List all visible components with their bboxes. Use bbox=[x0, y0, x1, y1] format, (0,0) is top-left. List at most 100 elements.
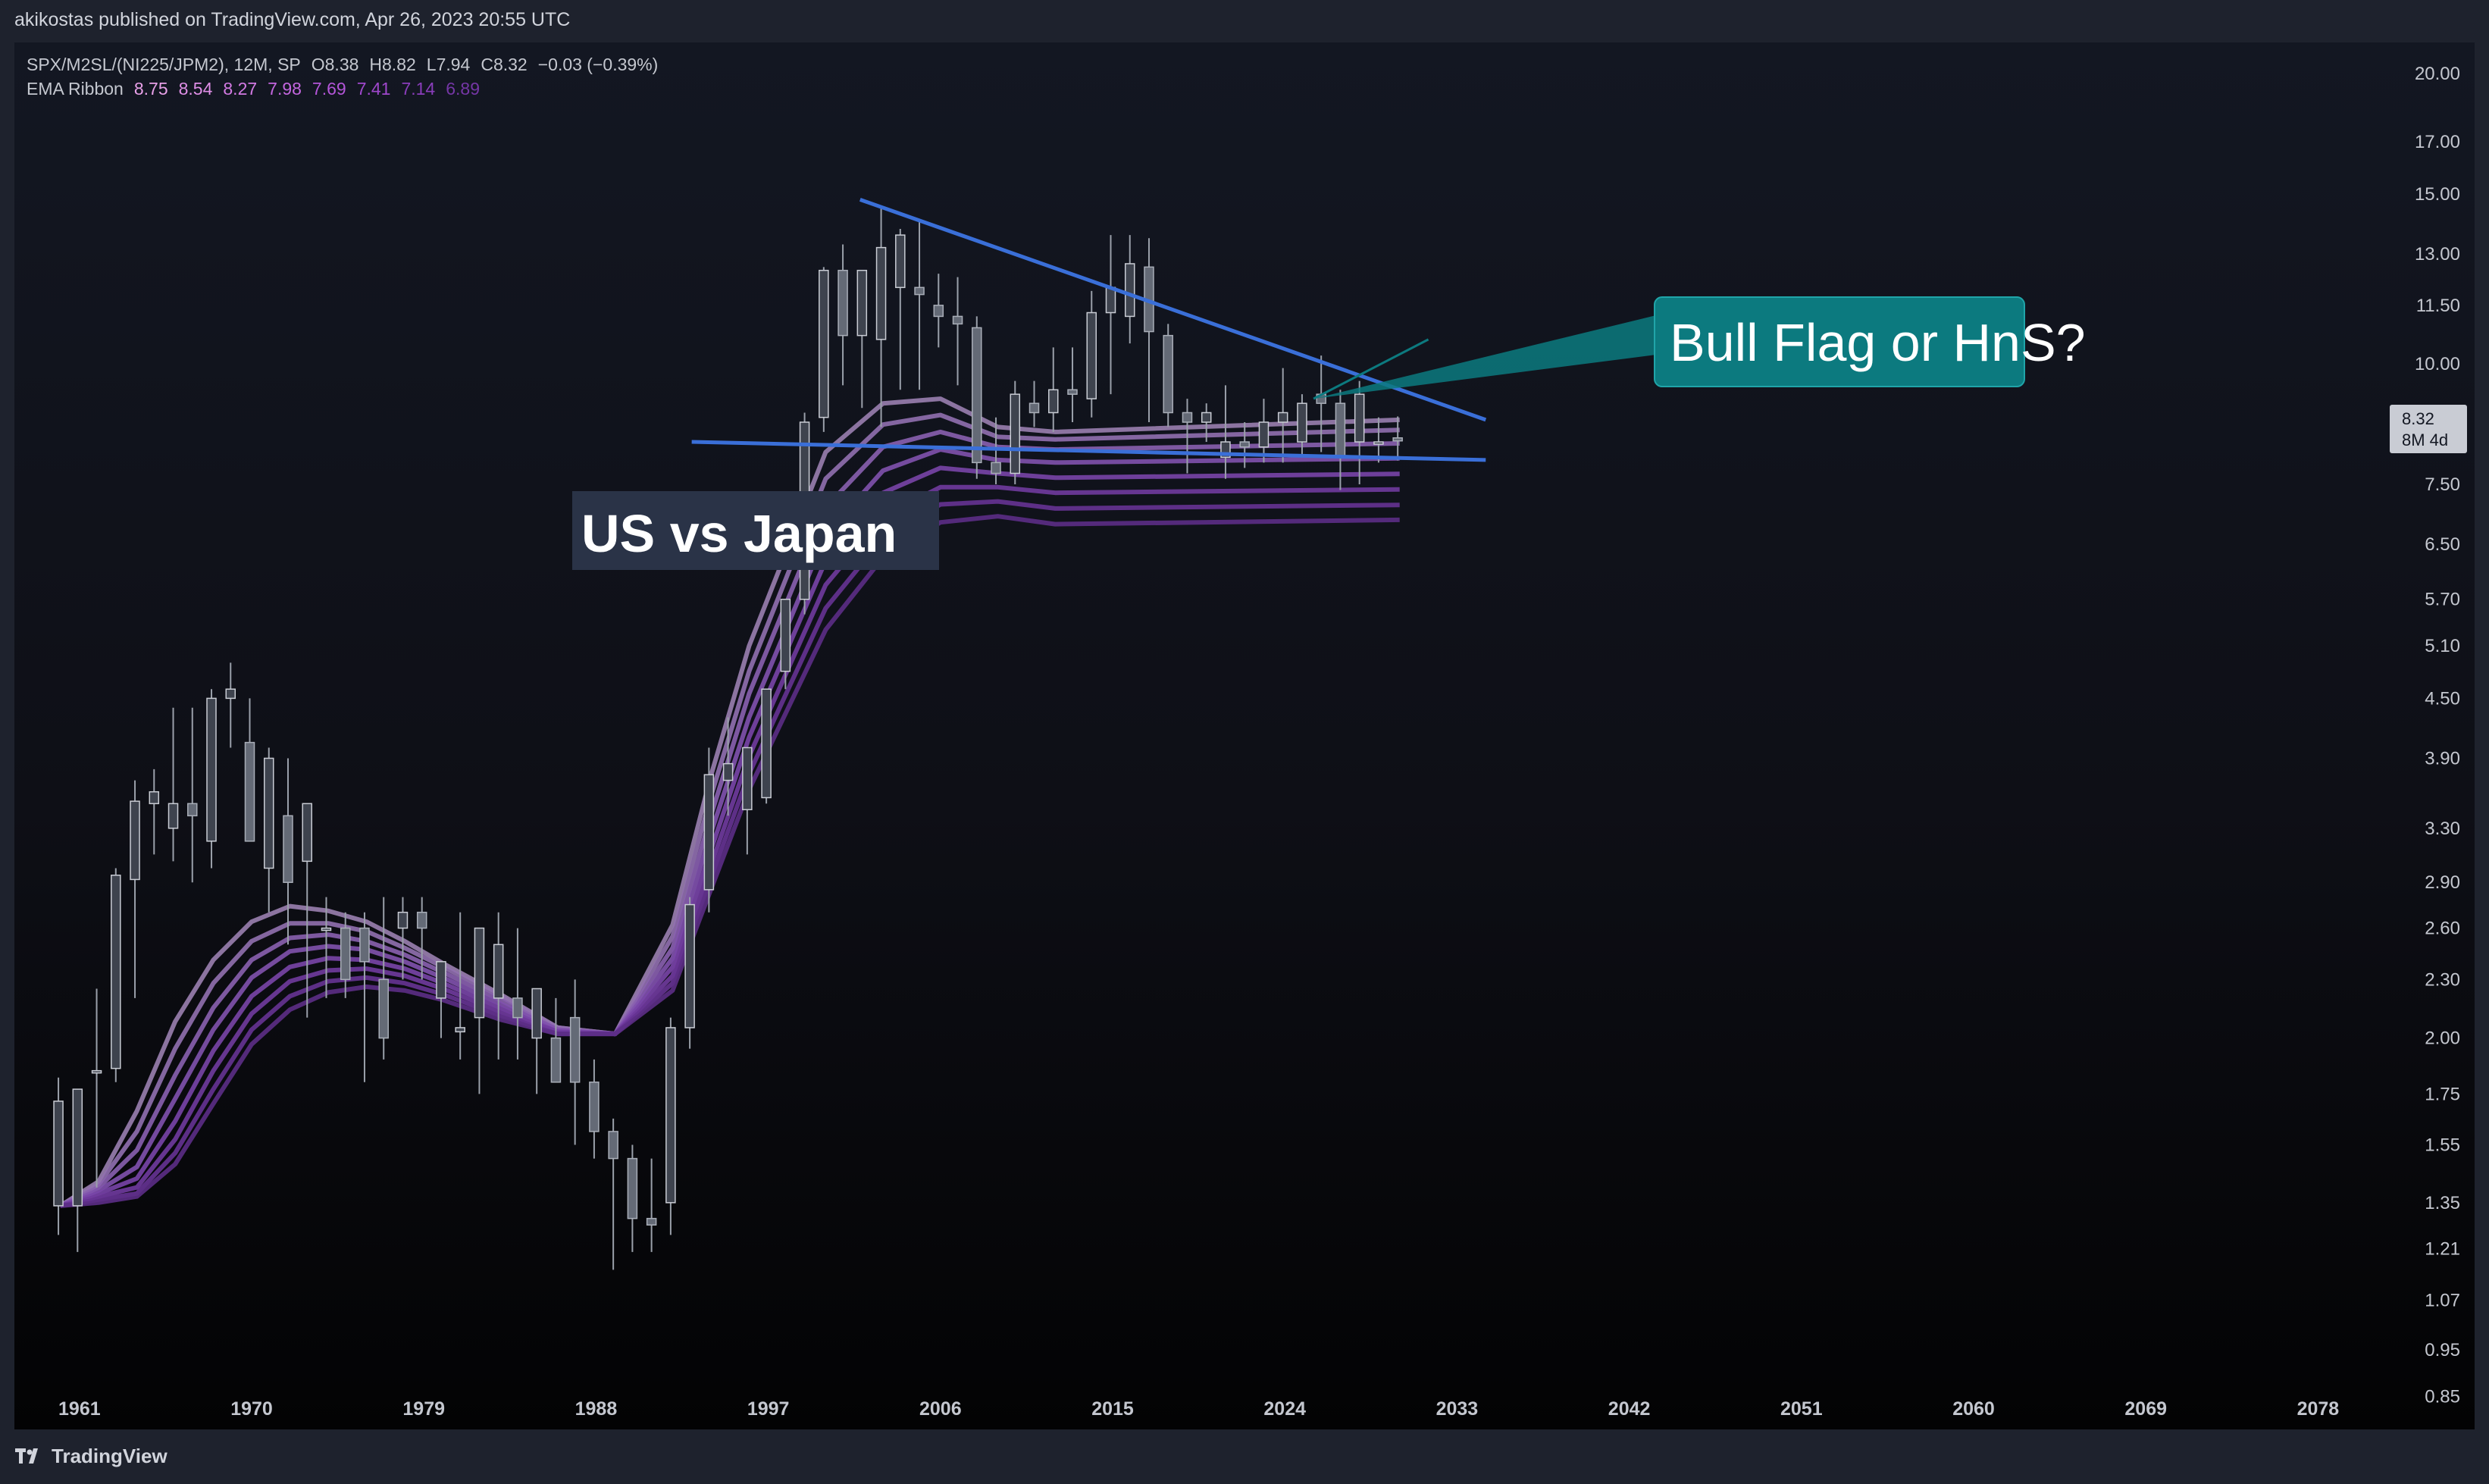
candle bbox=[283, 758, 293, 945]
ribbon-value-6: 7.41 bbox=[356, 79, 391, 99]
candle bbox=[569, 979, 581, 1145]
candle bbox=[302, 803, 312, 1018]
candle bbox=[340, 912, 351, 998]
candle bbox=[1105, 235, 1116, 395]
candle bbox=[1067, 347, 1078, 423]
candle bbox=[474, 927, 485, 1094]
x-tick-label: 2006 bbox=[919, 1398, 962, 1420]
ribbon-value-5: 7.69 bbox=[312, 79, 346, 99]
candle bbox=[952, 277, 963, 386]
trendlines[interactable] bbox=[691, 198, 1656, 462]
symbol-info: SPX/M2SL/(NI225/JPM2), 12M, SP bbox=[27, 55, 301, 74]
y-tick-label: 13.00 bbox=[2415, 244, 2460, 265]
candle bbox=[665, 1017, 676, 1235]
candle bbox=[550, 997, 562, 1083]
candle bbox=[244, 698, 255, 842]
chart-frame[interactable]: SPX/M2SL/(NI225/JPM2), 12M, SP O8.38 H8.82… bbox=[14, 42, 2475, 1429]
price-axis[interactable]: 20.00 17.00 15.00 13.00 11.50 10.00 7.50 6.50 5.… bbox=[2415, 64, 2460, 1407]
candle bbox=[589, 1059, 600, 1159]
candle bbox=[493, 912, 504, 1060]
x-tick-label: 2024 bbox=[1263, 1398, 1306, 1420]
last-price-value: 8.32 bbox=[2402, 409, 2434, 428]
symbol-legend[interactable]: SPX/M2SL/(NI225/JPM2), 12M, SP O8.38 H8.82… bbox=[27, 55, 668, 75]
title-box[interactable]: US vs Japan bbox=[572, 491, 939, 570]
x-tick-label: 1997 bbox=[747, 1398, 790, 1420]
y-tick-label: 5.10 bbox=[2425, 636, 2460, 656]
x-tick-label: 1961 bbox=[58, 1398, 101, 1420]
y-tick-label: 1.55 bbox=[2425, 1135, 2460, 1155]
x-tick-label: 2033 bbox=[1436, 1398, 1479, 1420]
y-tick-label: 10.00 bbox=[2415, 354, 2460, 374]
y-tick-label: 3.30 bbox=[2425, 819, 2460, 839]
attribution-bar: akikostas published on TradingView.com, … bbox=[0, 0, 2489, 42]
x-tick-label: 2015 bbox=[1091, 1398, 1134, 1420]
candle bbox=[608, 1118, 618, 1270]
trendline-lower[interactable] bbox=[691, 440, 1486, 462]
candle bbox=[1316, 355, 1326, 452]
candle bbox=[1201, 403, 1212, 443]
ribbon-legend[interactable]: EMA Ribbon 8.75 8.54 8.27 7.98 7.69 7.41 7.14 6.… bbox=[27, 79, 501, 99]
ema-line-4 bbox=[59, 447, 1400, 1208]
price-chart[interactable]: 20.00 17.00 15.00 13.00 11.50 10.00 7.50 6.50 5.… bbox=[14, 42, 2475, 1429]
candle bbox=[378, 897, 389, 1060]
ribbon-values: 8.75 8.54 8.27 7.98 7.69 7.41 7.14 6.89 bbox=[134, 79, 490, 99]
ribbon-value-3: 8.27 bbox=[223, 79, 258, 99]
ribbon-value-7: 7.14 bbox=[401, 79, 436, 99]
candles bbox=[53, 208, 1403, 1270]
last-price-label: 8.32 8M 4d bbox=[2390, 405, 2467, 453]
candle bbox=[130, 780, 140, 998]
candle bbox=[780, 598, 791, 690]
candle bbox=[321, 897, 332, 998]
candle bbox=[972, 316, 982, 479]
y-tick-label: 1.07 bbox=[2425, 1290, 2460, 1310]
trendline-callout-pointer[interactable] bbox=[1313, 338, 1429, 400]
candle bbox=[933, 274, 944, 348]
bar-countdown: 8M 4d bbox=[2402, 430, 2448, 449]
candle bbox=[742, 747, 753, 855]
candle bbox=[1335, 390, 1346, 490]
candle bbox=[1182, 399, 1193, 474]
y-tick-label: 17.00 bbox=[2415, 132, 2460, 152]
candle bbox=[72, 1088, 83, 1252]
y-tick-label: 1.35 bbox=[2425, 1193, 2460, 1213]
x-tick-label: 2078 bbox=[2297, 1398, 2340, 1420]
y-tick-label: 2.30 bbox=[2425, 969, 2460, 990]
candle bbox=[167, 707, 179, 862]
candle bbox=[646, 1158, 657, 1252]
tradingview-logo-icon bbox=[15, 1448, 38, 1464]
candle bbox=[1354, 380, 1365, 485]
ohlc-close: C8.32 bbox=[481, 55, 528, 74]
y-tick-label: 2.00 bbox=[2425, 1028, 2460, 1049]
x-tick-label: 1988 bbox=[575, 1398, 618, 1420]
candle bbox=[263, 747, 274, 913]
y-tick-label: 4.50 bbox=[2425, 688, 2460, 709]
y-tick-label: 7.50 bbox=[2425, 474, 2460, 495]
ema-line-5 bbox=[59, 465, 1400, 1208]
candle bbox=[1144, 238, 1154, 423]
candle bbox=[436, 961, 446, 1038]
candle bbox=[359, 912, 370, 1082]
candle bbox=[914, 220, 925, 390]
time-axis[interactable]: 1961 1970 1979 1988 1997 2006 2015 2024 2033 2042… bbox=[58, 1398, 2339, 1420]
ohlc-open: O8.38 bbox=[311, 55, 359, 74]
callout-box[interactable]: Bull Flag or HnS? bbox=[1654, 296, 2086, 387]
candle bbox=[837, 244, 848, 386]
candle bbox=[1086, 290, 1097, 418]
footer-bar: TradingView bbox=[0, 1429, 2489, 1484]
candle bbox=[512, 928, 523, 1060]
candle bbox=[684, 897, 695, 1049]
candle bbox=[53, 1077, 64, 1235]
candle bbox=[1239, 422, 1250, 468]
candle bbox=[416, 897, 427, 980]
ema-line-3 bbox=[59, 429, 1400, 1208]
tradingview-brand[interactable]: TradingView bbox=[15, 1445, 167, 1468]
candle bbox=[1258, 399, 1270, 463]
candle bbox=[895, 229, 906, 390]
candle bbox=[91, 988, 102, 1188]
ohlc-change: −0.03 (−0.39%) bbox=[537, 55, 659, 74]
ribbon-value-2: 8.54 bbox=[178, 79, 213, 99]
ribbon-value-4: 7.98 bbox=[268, 79, 302, 99]
candle bbox=[875, 208, 887, 427]
x-tick-label: 2051 bbox=[1780, 1398, 1823, 1420]
candle bbox=[991, 417, 1001, 485]
